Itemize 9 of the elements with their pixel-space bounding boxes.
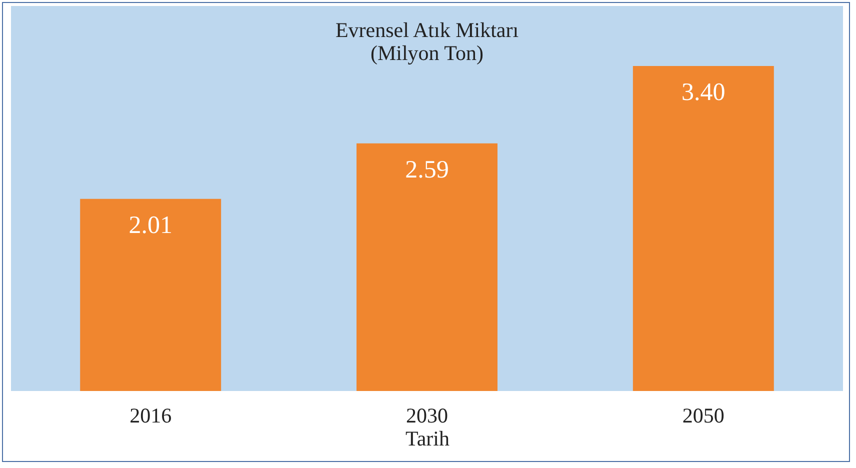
data-label: 2.01 — [128, 212, 172, 239]
data-label: 3.40 — [682, 79, 726, 106]
x-tick-label: 2030 — [406, 404, 448, 428]
x-axis-title: Tarih — [405, 426, 450, 450]
x-tick-label: 2016 — [130, 404, 172, 428]
chart-title: Evrensel Atık Miktarı — [335, 18, 519, 42]
chart-subtitle: (Milyon Ton) — [370, 41, 484, 65]
x-tick-label: 2050 — [682, 404, 724, 428]
data-label: 2.59 — [405, 156, 449, 184]
